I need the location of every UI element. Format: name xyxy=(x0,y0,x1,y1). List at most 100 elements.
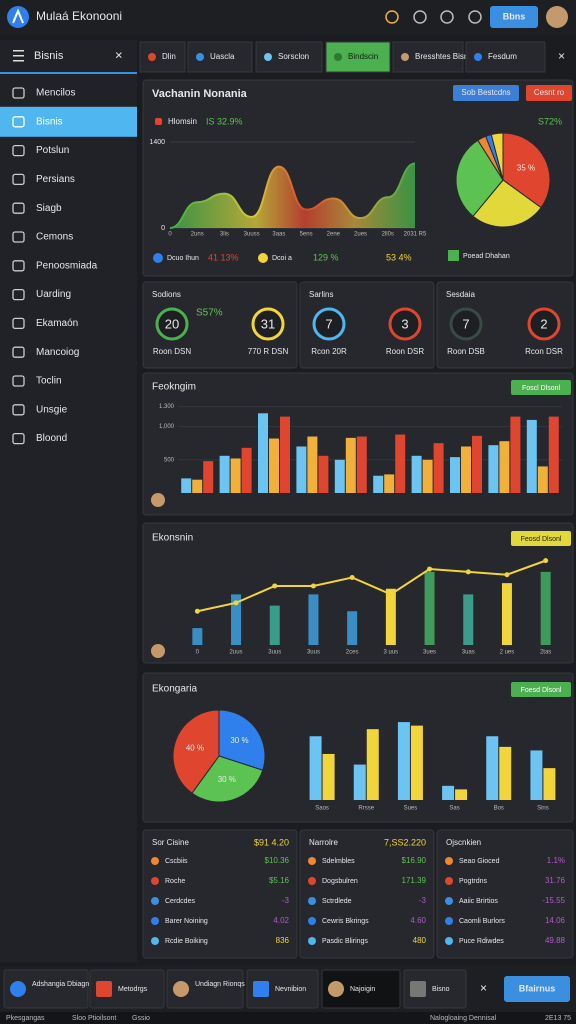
button-label[interactable]: Foscl Dlsonl xyxy=(522,385,561,392)
tab-icon xyxy=(334,53,342,61)
row-label: Caomli Burlors xyxy=(459,918,505,925)
sidebar-item[interactable]: Cemons xyxy=(36,232,73,243)
x-tick-label: Sins xyxy=(537,806,549,812)
avatar[interactable] xyxy=(546,6,568,28)
list-title: Sor Cisine xyxy=(152,838,189,847)
row-dot xyxy=(151,897,159,905)
row-value: 480 xyxy=(413,936,427,945)
tab-icon xyxy=(196,53,204,61)
tab-close[interactable]: × xyxy=(558,49,565,63)
tab-label[interactable]: Uascla xyxy=(210,52,235,61)
sidebar xyxy=(0,40,137,962)
bar xyxy=(501,583,512,645)
task-label[interactable]: Undiagn Rionqs xyxy=(195,981,245,988)
sidebar-item[interactable]: Potslun xyxy=(36,145,69,156)
top-button[interactable] xyxy=(490,6,538,28)
sidebar-item[interactable]: Penoosmiada xyxy=(36,260,98,271)
sidebar-item[interactable]: Unsgie xyxy=(36,404,68,415)
sidebar-item[interactable]: Ekamaón xyxy=(36,318,78,329)
status-text: Sloo Ptioilsont xyxy=(72,1015,116,1022)
bar xyxy=(543,768,556,800)
row-value: -3 xyxy=(419,896,427,905)
task[interactable] xyxy=(246,969,319,1009)
button[interactable] xyxy=(526,85,572,101)
task-label[interactable]: Najoigin xyxy=(350,986,375,993)
row-value: $10.36 xyxy=(265,856,290,865)
panel xyxy=(142,829,298,959)
tab-label[interactable]: Bindscin xyxy=(348,52,378,61)
bar xyxy=(395,434,406,493)
bar xyxy=(269,438,279,493)
button[interactable] xyxy=(511,682,571,697)
row-dot xyxy=(445,917,453,925)
sidebar-active xyxy=(0,106,137,137)
task-icon xyxy=(253,981,269,997)
x-tick-label: 2ues xyxy=(354,232,367,238)
tab-icon xyxy=(474,53,482,61)
sidebar-rule xyxy=(0,72,137,74)
sidebar-icon xyxy=(12,144,25,157)
task-label[interactable]: Nevnibion xyxy=(275,986,306,993)
tab[interactable] xyxy=(139,41,186,73)
bar xyxy=(410,725,423,800)
ring-value: 2 xyxy=(540,316,547,331)
button-label[interactable]: Sob Bestcdns xyxy=(461,88,510,97)
sidebar-icon xyxy=(12,317,25,330)
sidebar-item[interactable]: Toclin xyxy=(36,376,62,387)
metric-label: Hlomsin xyxy=(168,117,197,126)
legend-value: 129 % xyxy=(313,252,339,262)
tab-label[interactable]: Dlin xyxy=(162,52,176,61)
button-label[interactable]: Foesd Dlsonl xyxy=(521,687,562,694)
sidebar-item[interactable]: Bisnis xyxy=(36,116,63,127)
task-button[interactable] xyxy=(504,976,570,1002)
task-label[interactable]: Adshangia Dbiagn xyxy=(32,981,89,988)
sidebar-close[interactable]: × xyxy=(115,47,123,62)
bar xyxy=(353,764,366,800)
bar xyxy=(526,419,537,493)
task-label[interactable]: Metodrgs xyxy=(118,986,148,993)
sidebar-item[interactable]: Mancoiog xyxy=(36,347,79,358)
top-icon[interactable] xyxy=(468,10,482,24)
top-icon[interactable] xyxy=(413,10,427,24)
task-label[interactable]: Bisno xyxy=(432,986,450,993)
row-value: 4.02 xyxy=(273,916,289,925)
ring-value: 3 xyxy=(401,316,408,331)
task[interactable] xyxy=(3,969,89,1009)
top-button-label[interactable]: Bbns xyxy=(503,11,526,21)
menu-icon xyxy=(13,50,24,52)
button[interactable] xyxy=(511,380,571,395)
task-button-label[interactable]: Bfairnus xyxy=(519,983,556,993)
line-point xyxy=(194,608,200,614)
sidebar-item[interactable]: Mencilos xyxy=(36,88,75,99)
sidebar-item[interactable]: Persians xyxy=(36,174,75,185)
tab-label[interactable]: Sorsclon xyxy=(278,52,309,61)
bar xyxy=(540,571,551,645)
pie-slice xyxy=(172,709,220,794)
bar xyxy=(322,753,335,800)
tab-label[interactable]: Bresshtes Bisnos xyxy=(415,52,477,61)
bar xyxy=(373,475,384,493)
task[interactable] xyxy=(321,969,401,1009)
button-label[interactable]: Feosd Dlsonl xyxy=(521,536,562,543)
task[interactable] xyxy=(89,969,165,1009)
sidebar-item[interactable]: Bloond xyxy=(36,433,67,444)
top-icon[interactable] xyxy=(440,10,454,24)
button[interactable] xyxy=(511,531,571,546)
pie-label: 30 % xyxy=(218,775,236,784)
task-close[interactable]: × xyxy=(480,981,487,995)
task[interactable] xyxy=(166,969,244,1009)
line-point xyxy=(504,572,510,578)
row-label: Cewris Bkrings xyxy=(322,918,369,925)
button[interactable] xyxy=(453,85,519,101)
sidebar-icon xyxy=(12,432,25,445)
top-icon[interactable] xyxy=(385,10,399,24)
sidebar-item[interactable]: Siagb xyxy=(36,203,62,214)
sidebar-icon xyxy=(12,116,25,128)
task[interactable] xyxy=(403,969,467,1009)
ring xyxy=(527,307,561,341)
tab-label[interactable]: Fesdum xyxy=(488,52,517,61)
bar xyxy=(397,722,410,800)
panel xyxy=(436,829,574,959)
sidebar-item[interactable]: Uarding xyxy=(36,289,71,300)
button-label[interactable]: Cesnt ro xyxy=(534,88,565,97)
